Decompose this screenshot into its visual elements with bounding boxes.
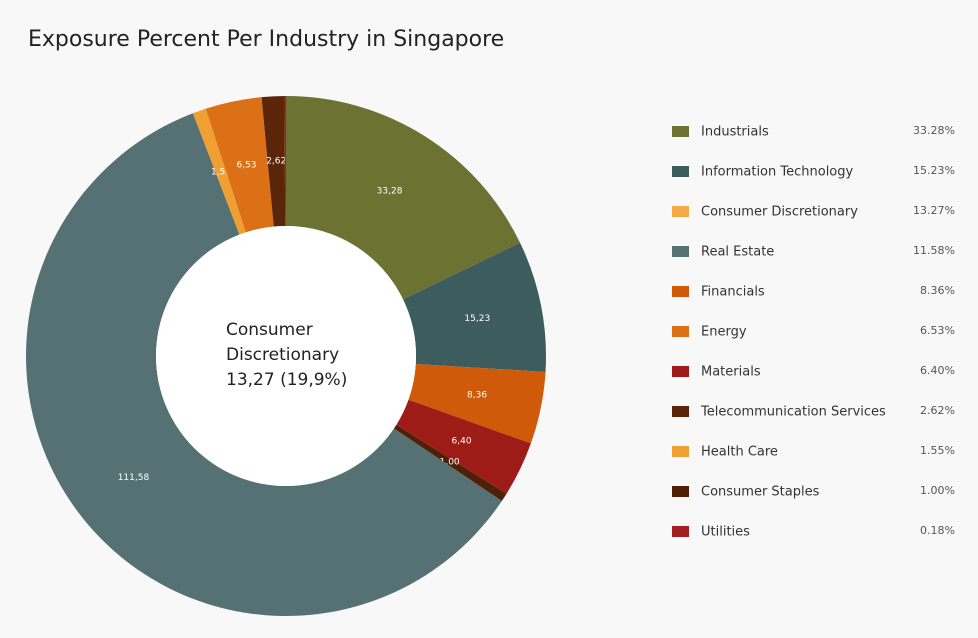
center-label: 13,27 (19,9%) bbox=[226, 370, 347, 390]
legend-value: 33.28% bbox=[913, 124, 955, 137]
chart-title: Exposure Percent Per Industry in Singapo… bbox=[28, 27, 504, 52]
slice bbox=[261, 96, 286, 227]
legend-swatch bbox=[672, 366, 689, 377]
slice bbox=[192, 108, 246, 235]
slice bbox=[396, 399, 531, 494]
legend-value: 2.62% bbox=[920, 404, 955, 417]
legend-value: 11.58% bbox=[913, 244, 955, 257]
legend-label: Utilities bbox=[701, 525, 750, 540]
slice bbox=[205, 97, 274, 233]
legend-label: Telecommunication Services bbox=[700, 405, 886, 420]
slice-label: 1,00 bbox=[440, 458, 460, 468]
slice-label: 2,62 bbox=[266, 157, 286, 167]
legend-label: Consumer Discretionary bbox=[701, 205, 858, 220]
legend-swatch bbox=[672, 246, 689, 257]
legend-swatch bbox=[672, 486, 689, 497]
legend-label: Consumer Staples bbox=[701, 485, 820, 500]
slice bbox=[286, 96, 521, 300]
donut-hole bbox=[156, 226, 416, 486]
legend-label: Financials bbox=[701, 285, 765, 300]
slice-label: 111,58 bbox=[118, 473, 150, 483]
legend-label: Health Care bbox=[701, 445, 778, 460]
legend-value: 6.53% bbox=[920, 324, 955, 337]
slice bbox=[25, 113, 502, 617]
legend-label: Real Estate bbox=[701, 245, 774, 260]
legend-swatch bbox=[672, 166, 689, 177]
slice bbox=[408, 363, 546, 444]
legend-swatch bbox=[672, 326, 689, 337]
legend-swatch bbox=[672, 126, 689, 137]
slice-label: 33,28 bbox=[377, 186, 403, 196]
legend-swatch bbox=[672, 446, 689, 457]
center-label: Discretionary bbox=[226, 345, 339, 365]
legend-swatch bbox=[672, 286, 689, 297]
legend-label: Materials bbox=[701, 365, 761, 380]
legend-value: 1.00% bbox=[920, 484, 955, 497]
legend-value: 15.23% bbox=[913, 164, 955, 177]
legend-value: 1.55% bbox=[920, 444, 955, 457]
legend-swatch bbox=[672, 406, 689, 417]
legend-value: 8.36% bbox=[920, 284, 955, 297]
legend-value: 0.18% bbox=[920, 524, 955, 537]
slice bbox=[284, 96, 286, 227]
legend-label: Industrials bbox=[701, 125, 769, 140]
legend-label: Information Technology bbox=[701, 165, 854, 180]
slice bbox=[403, 242, 546, 372]
slice bbox=[393, 424, 507, 502]
slice-label: 1,55 bbox=[211, 168, 231, 178]
slice-label: 6,53 bbox=[236, 161, 256, 171]
center-label: Consumer bbox=[226, 320, 313, 340]
legend-swatch bbox=[672, 206, 689, 217]
legend-value: 6.40% bbox=[920, 364, 955, 377]
legend-label: Energy bbox=[701, 325, 747, 340]
slice-label: 15,23 bbox=[464, 314, 490, 324]
slice-label: 8,36 bbox=[467, 391, 487, 401]
slice-label: 6,40 bbox=[452, 436, 472, 446]
legend-swatch bbox=[672, 526, 689, 537]
legend-value: 13.27% bbox=[913, 204, 955, 217]
